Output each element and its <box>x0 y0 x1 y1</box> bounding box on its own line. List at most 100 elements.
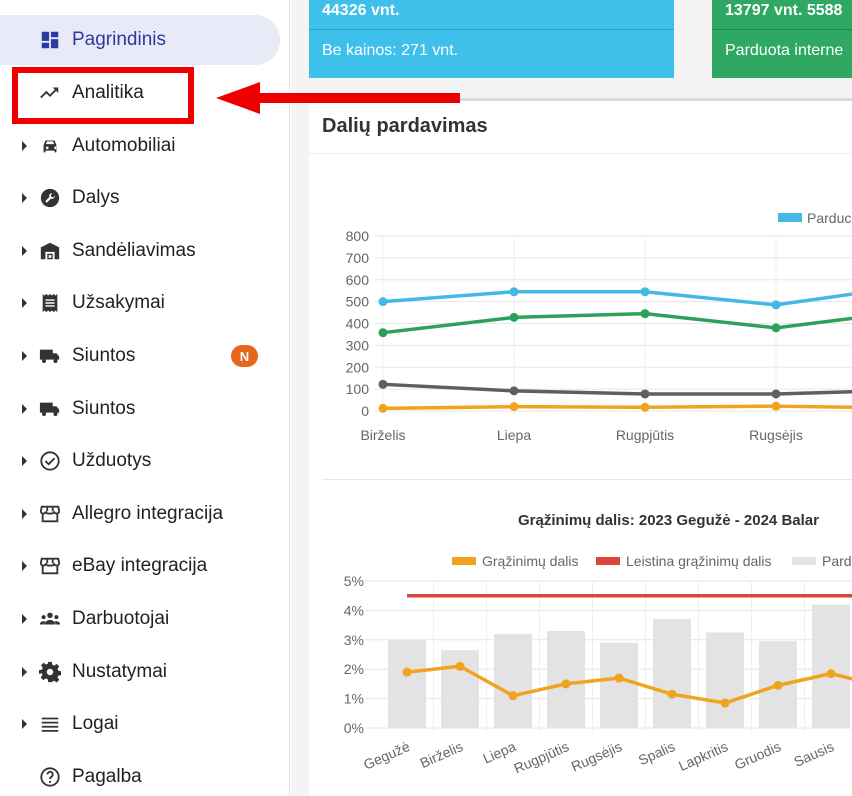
chart-title: Grąžinimų dalis: 2023 Gegužė - 2024 Bala… <box>518 512 819 529</box>
y-tick-label: 1% <box>344 691 364 707</box>
kpi-card-sold[interactable]: 13797 vnt. 5588 Parduota interne <box>712 0 852 78</box>
y-tick-label: 100 <box>346 381 370 397</box>
sidebar-item-label: Automobiliai <box>72 135 176 156</box>
bar <box>600 642 638 728</box>
data-point <box>640 287 650 297</box>
card-title: Dalių pardavimas <box>322 115 488 137</box>
data-point <box>720 698 730 708</box>
sidebar-item-pagalba[interactable]: Pagalba <box>0 752 290 796</box>
sidebar-item-ebay[interactable]: eBay integracija <box>0 541 290 591</box>
sidebar-item-label: Užduotys <box>72 450 152 471</box>
sidebar-item-label: Analitika <box>72 82 144 103</box>
return-rate-line <box>406 664 852 705</box>
data-point <box>378 403 388 413</box>
data-point <box>771 300 781 310</box>
storefront-icon <box>38 554 62 578</box>
caret-right-icon <box>22 719 27 729</box>
sales-line-chart: 800 700 600 500 400 300 200 100 0 Birželis Liepa Ru… <box>346 210 852 443</box>
x-tick-label: Rugsėjis <box>569 738 625 774</box>
y-tick-label: 700 <box>346 250 370 266</box>
main-content: 44326 vnt. Be kainos: 271 vnt. 13797 vnt… <box>291 0 852 796</box>
data-point <box>509 386 519 396</box>
caret-right-icon <box>22 404 27 414</box>
sidebar-item-analitika[interactable]: Analitika <box>0 68 290 118</box>
y-tick-label: 400 <box>346 316 370 332</box>
data-point <box>378 328 388 338</box>
sidebar-item-label: Logai <box>72 713 119 734</box>
y-tick-label: 300 <box>346 337 370 353</box>
x-tick-label: Spalis <box>636 738 677 768</box>
sidebar-item-automobiliai[interactable]: Automobiliai <box>0 121 290 171</box>
x-tick-label: Liepa <box>497 427 531 443</box>
sidebar-item-uzduotys[interactable]: Užduotys <box>0 436 290 486</box>
y-tick-label: 5% <box>344 573 364 589</box>
sidebar-item-logai[interactable]: Logai <box>0 699 290 749</box>
red-arrow-icon <box>216 82 460 114</box>
receipt-icon <box>38 291 62 315</box>
caret-right-icon <box>22 667 27 677</box>
sidebar-item-nustatymai[interactable]: Nustatymai <box>0 647 290 697</box>
sidebar-item-label: Pagalba <box>72 766 142 787</box>
bar <box>653 619 691 728</box>
legend-label: Parduc <box>807 210 851 226</box>
sidebar-item-siuntos[interactable]: Siuntos <box>0 384 290 434</box>
x-tick-label: Rugsėjis <box>749 427 803 443</box>
people-icon <box>38 607 62 631</box>
check-circle-icon <box>38 449 62 473</box>
data-point <box>614 673 624 683</box>
new-badge: N <box>231 345 258 367</box>
sidebar-item-darbuotojai[interactable]: Darbuotojai <box>0 594 290 644</box>
data-point <box>640 309 650 319</box>
caret-right-icon <box>22 246 27 256</box>
sidebar-item-pagrindinis[interactable]: Pagrindinis <box>0 15 290 65</box>
x-tick-label: Lapkritis <box>676 738 730 774</box>
caret-right-icon <box>22 141 27 151</box>
data-point <box>640 402 650 412</box>
x-tick-label: Sausis <box>791 738 836 770</box>
data-point <box>378 297 388 307</box>
sidebar-item-label: Nustatymai <box>72 661 168 682</box>
sidebar-item-label: Siuntos <box>72 398 136 419</box>
y-tick-label: 500 <box>346 294 370 310</box>
kpi-stock-total: 44326 vnt. <box>309 0 674 30</box>
bar <box>494 633 532 728</box>
data-point <box>508 691 518 701</box>
data-point <box>667 689 677 699</box>
sidebar-item-allegro[interactable]: Allegro integracija <box>0 489 290 539</box>
caret-right-icon <box>22 509 27 519</box>
storefront-icon <box>38 502 62 526</box>
caret-right-icon <box>22 456 27 466</box>
sidebar-item-label: Dalys <box>72 187 120 208</box>
kpi-card-stock[interactable]: 44326 vnt. Be kainos: 271 vnt. <box>309 0 674 78</box>
sidebar-item-label: Sandėliavimas <box>72 240 196 261</box>
sidebar-item-sandeliavimas[interactable]: Sandėliavimas <box>0 226 290 276</box>
bar <box>812 604 850 728</box>
legend-swatch <box>596 557 620 565</box>
data-point <box>773 680 783 690</box>
x-tick-label: Gegužė <box>361 738 412 773</box>
return-rate-chart: Grąžinimų dalis: 2023 Gegužė - 2024 Bala… <box>344 512 852 776</box>
parts-sales-card: Dalių pardavimas 800 700 600 500 400 300 200 10… <box>309 98 852 796</box>
sidebar-item-uzsakymai[interactable]: Užsakymai <box>0 278 290 328</box>
data-point <box>771 401 781 411</box>
data-point <box>640 389 650 399</box>
y-tick-label: 0 <box>361 403 369 419</box>
list-icon <box>38 712 62 736</box>
kpi-sold-total: 13797 vnt. 5588 <box>712 0 852 30</box>
x-tick-label: Gruodis <box>732 738 783 773</box>
divider <box>309 153 852 154</box>
data-point <box>771 389 781 399</box>
kpi-sold-online: Parduota interne <box>725 42 844 59</box>
caret-right-icon <box>22 351 27 361</box>
series-line-3 <box>382 404 852 411</box>
series-line-1 <box>382 311 852 335</box>
sidebar-item-dalys[interactable]: Dalys <box>0 173 290 223</box>
car-icon <box>38 134 62 158</box>
legend-label: Pard <box>822 553 852 569</box>
y-tick-label: 2% <box>344 661 364 677</box>
x-tick-label: Rugpjūtis <box>616 427 674 443</box>
y-tick-label: 0% <box>344 720 364 736</box>
divider <box>322 479 852 480</box>
sidebar-item-siuntos-new[interactable]: Siuntos N <box>0 331 290 381</box>
